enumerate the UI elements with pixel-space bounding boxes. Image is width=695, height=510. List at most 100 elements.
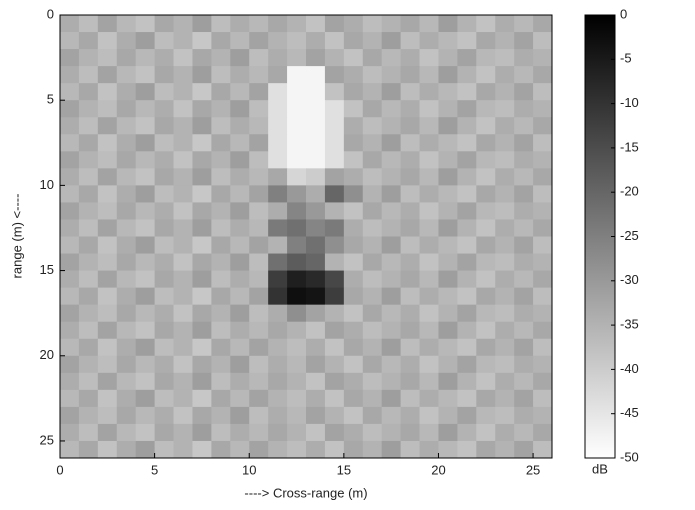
heatmap-cell	[116, 372, 137, 391]
heatmap-cell	[60, 406, 80, 425]
colorbar-tick-label: -35	[620, 317, 639, 332]
heatmap-cell	[495, 83, 515, 101]
heatmap-cell	[60, 355, 80, 374]
heatmap-cell	[362, 49, 383, 67]
heatmap-cell	[362, 168, 383, 186]
heatmap-cell	[495, 117, 515, 135]
heatmap-cell	[60, 15, 80, 33]
heatmap-cell	[343, 15, 364, 33]
heatmap-cell	[173, 253, 193, 271]
heatmap-cell	[268, 15, 288, 33]
heatmap-cell	[97, 49, 118, 67]
heatmap-cell	[533, 389, 553, 408]
heatmap-cell	[362, 304, 383, 323]
heatmap-cell	[287, 151, 307, 169]
heatmap-cell	[419, 287, 439, 306]
heatmap-cell	[154, 236, 174, 254]
heatmap-cell	[343, 321, 364, 340]
heatmap-cell	[230, 270, 250, 289]
heatmap-cell	[533, 440, 553, 459]
heatmap-cell	[495, 49, 515, 67]
heatmap-cell	[495, 151, 515, 169]
heatmap-cell	[60, 168, 80, 186]
heatmap-cell	[495, 338, 515, 357]
heatmap-cell	[287, 253, 307, 271]
heatmap-cell	[400, 117, 420, 135]
heatmap-cell	[249, 389, 269, 408]
heatmap-cell	[116, 117, 137, 135]
heatmap-cell	[419, 440, 439, 459]
heatmap-cell	[533, 117, 553, 135]
heatmap-cell	[60, 202, 80, 220]
heatmap-cell	[211, 270, 231, 289]
heatmap-cell	[495, 287, 515, 306]
heatmap-cell	[457, 185, 477, 203]
heatmap-cell	[533, 66, 553, 84]
heatmap-cell	[476, 134, 496, 152]
heatmap-cell	[173, 202, 193, 220]
heatmap-cell	[457, 66, 477, 84]
heatmap-cell	[514, 372, 534, 391]
heatmap-cell	[78, 134, 99, 152]
heatmap-cell	[419, 372, 439, 391]
heatmap-cell	[514, 134, 534, 152]
heatmap-cell	[438, 270, 458, 289]
heatmap-cell	[192, 15, 212, 33]
heatmap-cell	[381, 270, 402, 289]
heatmap-cell	[97, 168, 118, 186]
heatmap-cell	[78, 304, 99, 323]
heatmap-cell	[135, 321, 156, 340]
heatmap-cell	[476, 151, 496, 169]
heatmap-cell	[324, 355, 345, 374]
heatmap-cell	[97, 423, 118, 442]
heatmap-cell	[135, 355, 156, 374]
heatmap-cell	[514, 117, 534, 135]
heatmap-cell	[514, 185, 534, 203]
heatmap-cell	[116, 83, 137, 101]
heatmap-cell	[438, 440, 458, 459]
heatmap-cell	[495, 304, 515, 323]
heatmap-cell	[324, 321, 345, 340]
heatmap-cell	[343, 185, 364, 203]
heatmap-cell	[362, 185, 383, 203]
heatmap-cell	[533, 134, 553, 152]
heatmap-cell	[533, 321, 553, 340]
heatmap-cell	[154, 389, 174, 408]
heatmap-cell	[135, 49, 156, 67]
heatmap-cell	[457, 168, 477, 186]
heatmap-cell	[287, 406, 307, 425]
heatmap-cell	[495, 321, 515, 340]
heatmap-cell	[343, 168, 364, 186]
heatmap-cell	[192, 83, 212, 101]
heatmap-cell	[78, 287, 99, 306]
heatmap-cell	[249, 202, 269, 220]
heatmap-cell	[419, 134, 439, 152]
heatmap-cell	[268, 287, 288, 306]
heatmap-cell	[514, 440, 534, 459]
heatmap-cell	[116, 321, 137, 340]
heatmap-cell	[400, 406, 420, 425]
heatmap-cell	[211, 236, 231, 254]
heatmap-cell	[457, 49, 477, 67]
heatmap-cell	[192, 270, 212, 289]
heatmap-cell	[154, 287, 174, 306]
heatmap-cell	[230, 287, 250, 306]
heatmap-cell	[287, 372, 307, 391]
heatmap-cell	[495, 440, 515, 459]
heatmap-cell	[381, 134, 402, 152]
heatmap-cell	[97, 100, 118, 118]
heatmap-cell	[324, 287, 345, 306]
heatmap-cell	[97, 202, 118, 220]
heatmap-cell	[192, 134, 212, 152]
x-axis-label: ----> Cross-range (m)	[244, 485, 367, 500]
heatmap-cell	[306, 423, 326, 442]
heatmap-cell	[419, 49, 439, 67]
heatmap-cell	[268, 219, 288, 237]
heatmap-cell	[343, 304, 364, 323]
heatmap-cell	[135, 32, 156, 50]
heatmap-cell	[533, 219, 553, 237]
heatmap-cell	[457, 338, 477, 357]
heatmap-cell	[362, 151, 383, 169]
heatmap-cell	[268, 151, 288, 169]
heatmap-cell	[457, 440, 477, 459]
